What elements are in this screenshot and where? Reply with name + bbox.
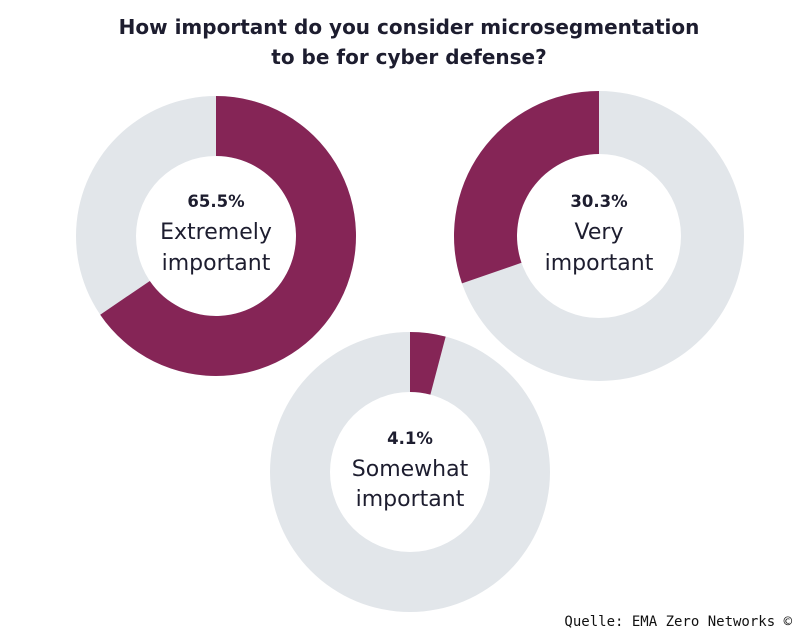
value-label-somewhat-important: 4.1% — [387, 429, 433, 448]
source-note: Quelle: EMA Zero Networks © — [564, 614, 792, 630]
category-label-somewhat-important-line-1: Somewhat — [352, 457, 469, 482]
chart-title: How important do you consider microsegme… — [0, 12, 800, 72]
category-label-extremely-important-line-2: important — [162, 251, 271, 276]
category-label-very-important-line-1: Very — [575, 220, 624, 245]
donut-very-important: 30.3% Very important — [454, 91, 744, 381]
category-label-somewhat-important-line-2: important — [356, 487, 465, 512]
donut-somewhat-important: 4.1% Somewhat important — [270, 332, 550, 612]
value-label-extremely-important: 65.5% — [187, 192, 245, 211]
value-label-very-important: 30.3% — [570, 192, 628, 211]
title-line-1: How important do you consider microsegme… — [118, 15, 700, 39]
donut-track-somewhat-important — [270, 332, 550, 612]
title-line-2: to be for cyber defense? — [271, 45, 547, 69]
donut-value-arc-extremely-important — [100, 96, 356, 376]
donut-value-arc-very-important — [454, 91, 599, 284]
category-label-extremely-important-line-1: Extremely — [160, 220, 272, 245]
donut-value-arc-somewhat-important — [410, 332, 446, 395]
category-label-very-important-line-2: important — [545, 251, 654, 276]
donut-extremely-important: 65.5% Extremely important — [76, 96, 356, 376]
